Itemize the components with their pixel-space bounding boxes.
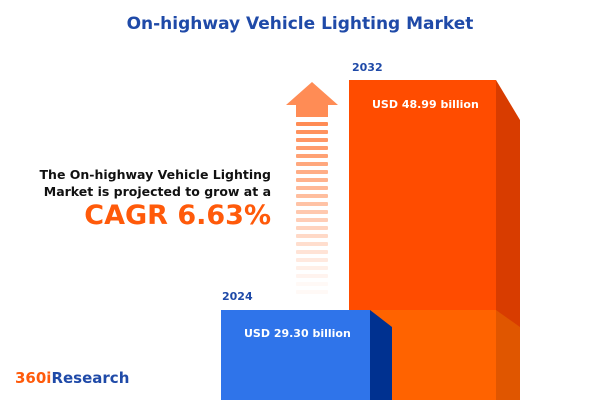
arrow-stripe xyxy=(296,154,328,158)
bar-2024-side xyxy=(370,310,392,400)
arrow-stripe xyxy=(296,250,328,254)
projection-line-2: Market is projected to grow at a xyxy=(43,184,271,199)
arrow-stripe xyxy=(296,138,328,142)
growth-arrow-icon xyxy=(286,82,338,117)
arrow-stripe xyxy=(296,290,328,294)
arrow-stripe xyxy=(296,186,328,190)
arrow-stripe xyxy=(296,178,328,182)
year-label-2032: 2032 xyxy=(352,61,383,74)
arrow-stripe xyxy=(296,266,328,270)
arrow-stripe xyxy=(296,122,328,126)
projection-text: The On-highway Vehicle Lighting Market i… xyxy=(0,166,271,200)
arrow-stripe xyxy=(296,242,328,246)
data-label-2032: USD 48.99 billion xyxy=(372,98,479,111)
arrow-stripe xyxy=(296,226,328,230)
bar-2024-front xyxy=(221,310,370,400)
arrow-stripe xyxy=(296,218,328,222)
arrow-stripe xyxy=(296,274,328,278)
chart-title: On-highway Vehicle Lighting Market xyxy=(126,14,474,34)
data-label-2024: USD 29.30 billion xyxy=(244,327,351,340)
cagr-value: CAGR 6.63% xyxy=(84,200,271,231)
bar-2024 xyxy=(221,310,392,400)
arrow-stripe xyxy=(296,234,328,238)
arrow-stripe xyxy=(296,130,328,134)
bar-2032-lower-side xyxy=(496,310,520,400)
arrow-stripe xyxy=(296,194,328,198)
logo-part-2: Research xyxy=(51,369,130,387)
logo: 360iResearch xyxy=(15,369,129,387)
arrow-stripe xyxy=(296,282,328,286)
arrow-stripe xyxy=(296,146,328,150)
arrow-stripe xyxy=(296,162,328,166)
logo-part-1: 360i xyxy=(15,369,52,387)
arrow-stripe xyxy=(296,258,328,262)
arrow-stripe xyxy=(296,210,328,214)
projection-line-1: The On-highway Vehicle Lighting xyxy=(39,167,271,182)
year-label-2024: 2024 xyxy=(222,290,253,303)
arrow-stripe xyxy=(296,170,328,174)
arrow-stripe xyxy=(296,202,328,206)
